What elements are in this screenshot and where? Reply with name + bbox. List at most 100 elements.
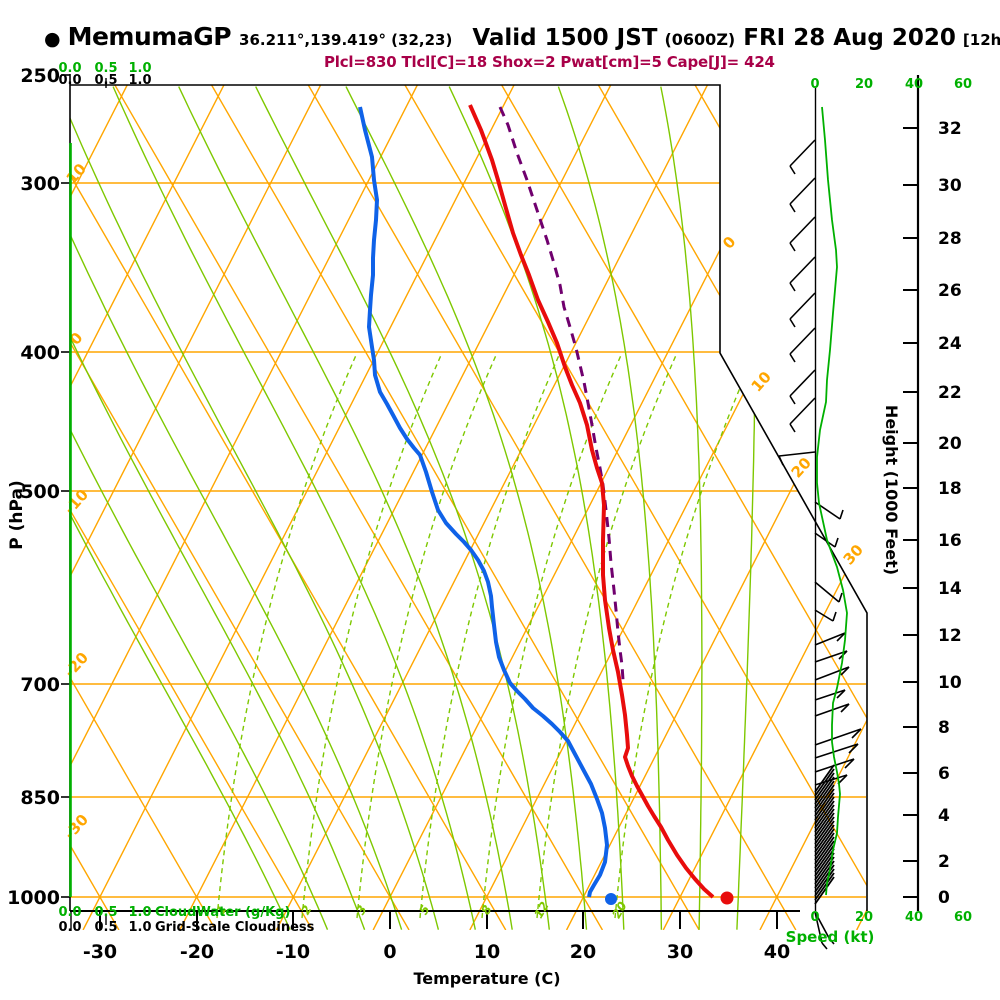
forecast-lead: [12hrFcst@2149z] [962, 31, 1000, 49]
height-tick-label: 8 [938, 718, 950, 738]
isotherm-line [856, 85, 867, 930]
height-tick-label: 0 [938, 888, 950, 908]
wind-barb-cluster-line [814, 800, 835, 829]
isotherm-edge-label: 10 [748, 368, 775, 396]
dry-adiabat-line [597, 85, 867, 930]
chart-title: ● MemumaGP 36.211°,139.419° (32,23) Vali… [44, 22, 1000, 51]
wind-barb-cluster-line [814, 816, 835, 845]
pressure-tick-label: 700 [20, 674, 60, 696]
temperature-tick-label: -20 [180, 941, 214, 963]
height-tick-label: 12 [938, 626, 962, 646]
dry-adiabat-line [70, 85, 217, 930]
pressure-axis-title: P (hPa) [7, 480, 27, 550]
wind-barb-cluster-line [814, 832, 835, 861]
mixing-ratio-label: 3 [353, 903, 369, 917]
isotherm-line [662, 85, 867, 930]
isotherm-line [759, 85, 867, 930]
cloudiness-scale-bottom-label: 0.0 [58, 920, 81, 935]
wind-barb-cluster-line [814, 768, 835, 797]
mixing-ratio-line [301, 352, 443, 919]
wind-barb-cluster-line [814, 764, 835, 793]
isotherm-line [70, 85, 322, 930]
temperature-tick-label: 40 [764, 941, 790, 963]
wind-barb [814, 911, 828, 950]
mixing-ratio-line [356, 352, 498, 919]
speed-scale-bottom-label: 60 [954, 910, 972, 925]
moist-adiabat-line [255, 86, 550, 930]
cloudwater-scale-top-label: 0.0 [58, 61, 81, 76]
grid-layer [70, 85, 867, 930]
moist-adiabat-line [660, 86, 703, 930]
mixing-ratio-line [419, 352, 561, 919]
wind-barb [814, 609, 837, 622]
cloudwater-scale-top-label: 1.0 [128, 61, 151, 76]
valid-time: Valid 1500 JST [472, 25, 658, 51]
wind-barb [814, 666, 850, 681]
height-axis-title: Height (1000 Feet) [882, 405, 901, 575]
sounding-indices: Plcl=830 Tlcl[C]=18 Shox=2 Pwat[cm]=5 Ca… [324, 53, 775, 71]
station-name: MemumaGP [67, 22, 232, 51]
wind-barb-cluster-line [814, 812, 835, 841]
temperature-tick-label: 30 [667, 941, 693, 963]
moist-adiabat-line [557, 86, 663, 930]
mixing-ratio-line [614, 352, 756, 919]
height-tick-label: 20 [938, 434, 962, 454]
station-bullet-icon: ● [44, 28, 61, 50]
wind-barb-cluster-line [814, 808, 835, 837]
surface-dewpoint-dot [605, 893, 617, 905]
mixing-ratio-line [481, 352, 623, 919]
cloudiness-scale-title: Grid-Scale Cloudiness [155, 920, 315, 935]
isotherm-line [70, 85, 225, 930]
cloudiness-scale-top-label: 0.5 [94, 73, 117, 88]
speed-scale-top-label: 60 [954, 77, 972, 92]
parcel-curve [498, 106, 625, 681]
height-tick-label: 4 [938, 806, 950, 826]
moist-adiabat-line [112, 86, 476, 930]
wind-barb [814, 581, 843, 603]
dry-adiabat-line [694, 85, 867, 930]
wind-barb-cluster-line [814, 852, 835, 881]
speed-scale-top-label: 0 [810, 77, 819, 92]
cloudwater-scale-top-label: 0.5 [94, 61, 117, 76]
wind-barb [789, 369, 816, 405]
wind-barb-cluster-line [814, 848, 835, 877]
moist-adiabat-line [70, 86, 291, 930]
height-tick-label: 30 [938, 176, 962, 196]
height-tick-label: 22 [938, 383, 962, 403]
adiabat-edge-label: -20 [61, 649, 93, 681]
wind-barb-cluster-line [814, 780, 835, 809]
speed-axis-title: Speed (kt) [786, 928, 875, 946]
dewpoint-curve [358, 106, 609, 898]
height-tick-label: 6 [938, 764, 950, 784]
wind-barb [814, 743, 859, 759]
wind-barb [789, 139, 816, 175]
wind-barb-cluster-line [814, 836, 835, 865]
wind-barb [814, 689, 846, 701]
isotherm-line [70, 85, 418, 930]
moist-adiabat-line [70, 86, 440, 930]
wind-barb-cluster-line [814, 784, 835, 813]
wind-barb-cluster-line [814, 828, 835, 857]
cloudwater-scale-bottom-label: 0.5 [94, 905, 117, 920]
cloudwater-scale-bottom-label: 0.0 [58, 905, 81, 920]
height-tick-label: 10 [938, 673, 962, 693]
dry-adiabat-line [404, 85, 867, 930]
mixing-ratio-line [216, 352, 358, 919]
moist-adiabat-line [70, 86, 403, 930]
wind-barb [778, 451, 816, 466]
isotherm-edge-label: 20 [788, 454, 815, 482]
wind-barb-cluster-line [814, 788, 835, 817]
wind-barb-cluster-line [814, 796, 835, 825]
pressure-tick-label: 850 [20, 787, 60, 809]
adiabat-edge-label: -30 [61, 811, 93, 843]
pressure-tick-label: 400 [20, 342, 60, 364]
wind-barb-cluster-line [814, 772, 835, 801]
isotherm-line [469, 85, 867, 930]
height-tick-label: 18 [938, 479, 962, 499]
moist-adiabat-line [70, 86, 329, 930]
height-tick-label: 24 [938, 334, 962, 354]
surface-temperature-dot [720, 891, 734, 905]
wind-barb-cluster-line [814, 840, 835, 869]
wind-barb [789, 292, 816, 328]
